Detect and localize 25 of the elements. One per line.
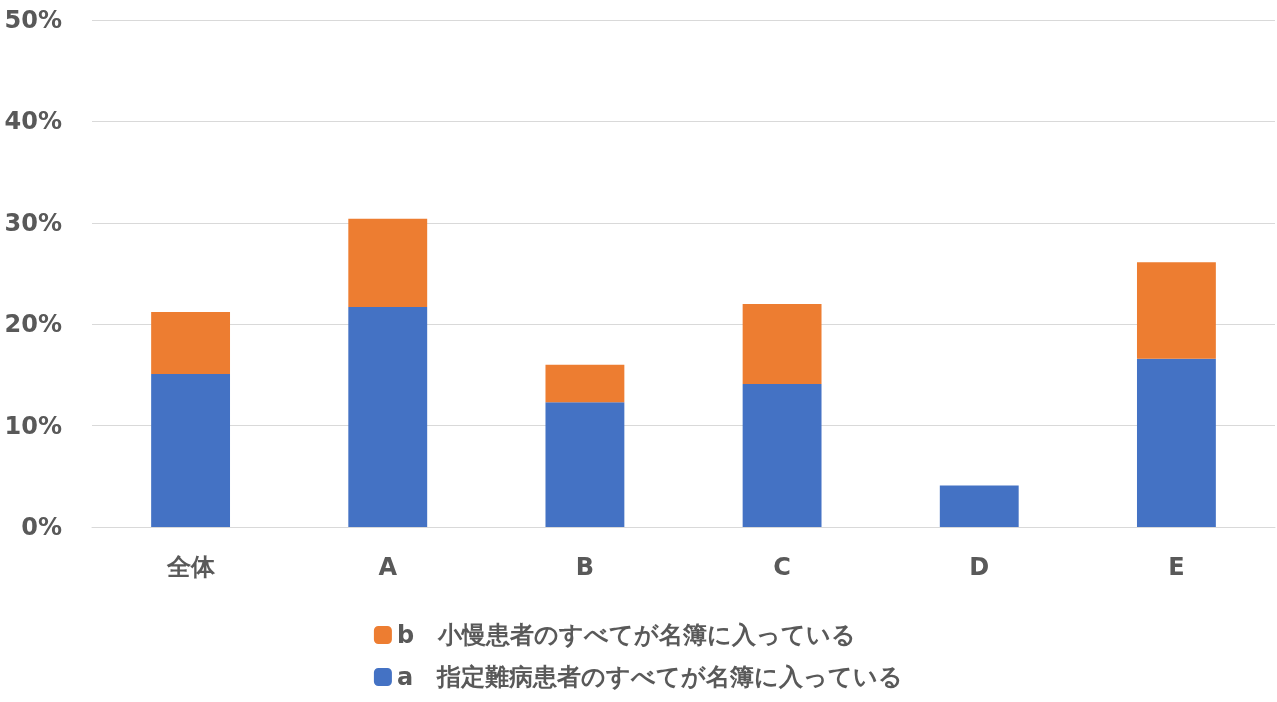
y-tick-label: 0% bbox=[21, 513, 62, 541]
y-tick-label: 10% bbox=[4, 411, 62, 440]
bar bbox=[545, 364, 625, 403]
bar bbox=[348, 306, 428, 527]
y-tick-label: 50% bbox=[4, 6, 62, 34]
y-tick-label: 20% bbox=[4, 310, 62, 339]
bar bbox=[545, 402, 625, 527]
bar bbox=[1136, 262, 1216, 359]
legend-label: a 指定難病患者のすべてが名簿に入っている bbox=[396, 663, 904, 691]
x-tick-label: D bbox=[969, 553, 990, 581]
bar bbox=[939, 485, 1019, 527]
bar bbox=[742, 384, 822, 527]
bar bbox=[151, 373, 231, 527]
y-tick-label: 40% bbox=[4, 107, 62, 136]
x-tick-label: 全体 bbox=[165, 553, 216, 581]
x-tick-label: E bbox=[1168, 553, 1185, 581]
legend-label: b 小慢患者のすべてが名簿に入っている bbox=[396, 621, 857, 649]
x-tick-label: B bbox=[575, 553, 595, 581]
bar bbox=[1136, 358, 1216, 527]
y-tick-label: 30% bbox=[4, 208, 62, 237]
bar bbox=[348, 218, 428, 307]
bar bbox=[742, 303, 822, 385]
x-tick-label: C bbox=[773, 553, 791, 581]
bar bbox=[151, 312, 231, 374]
x-tick-label: A bbox=[378, 553, 398, 581]
